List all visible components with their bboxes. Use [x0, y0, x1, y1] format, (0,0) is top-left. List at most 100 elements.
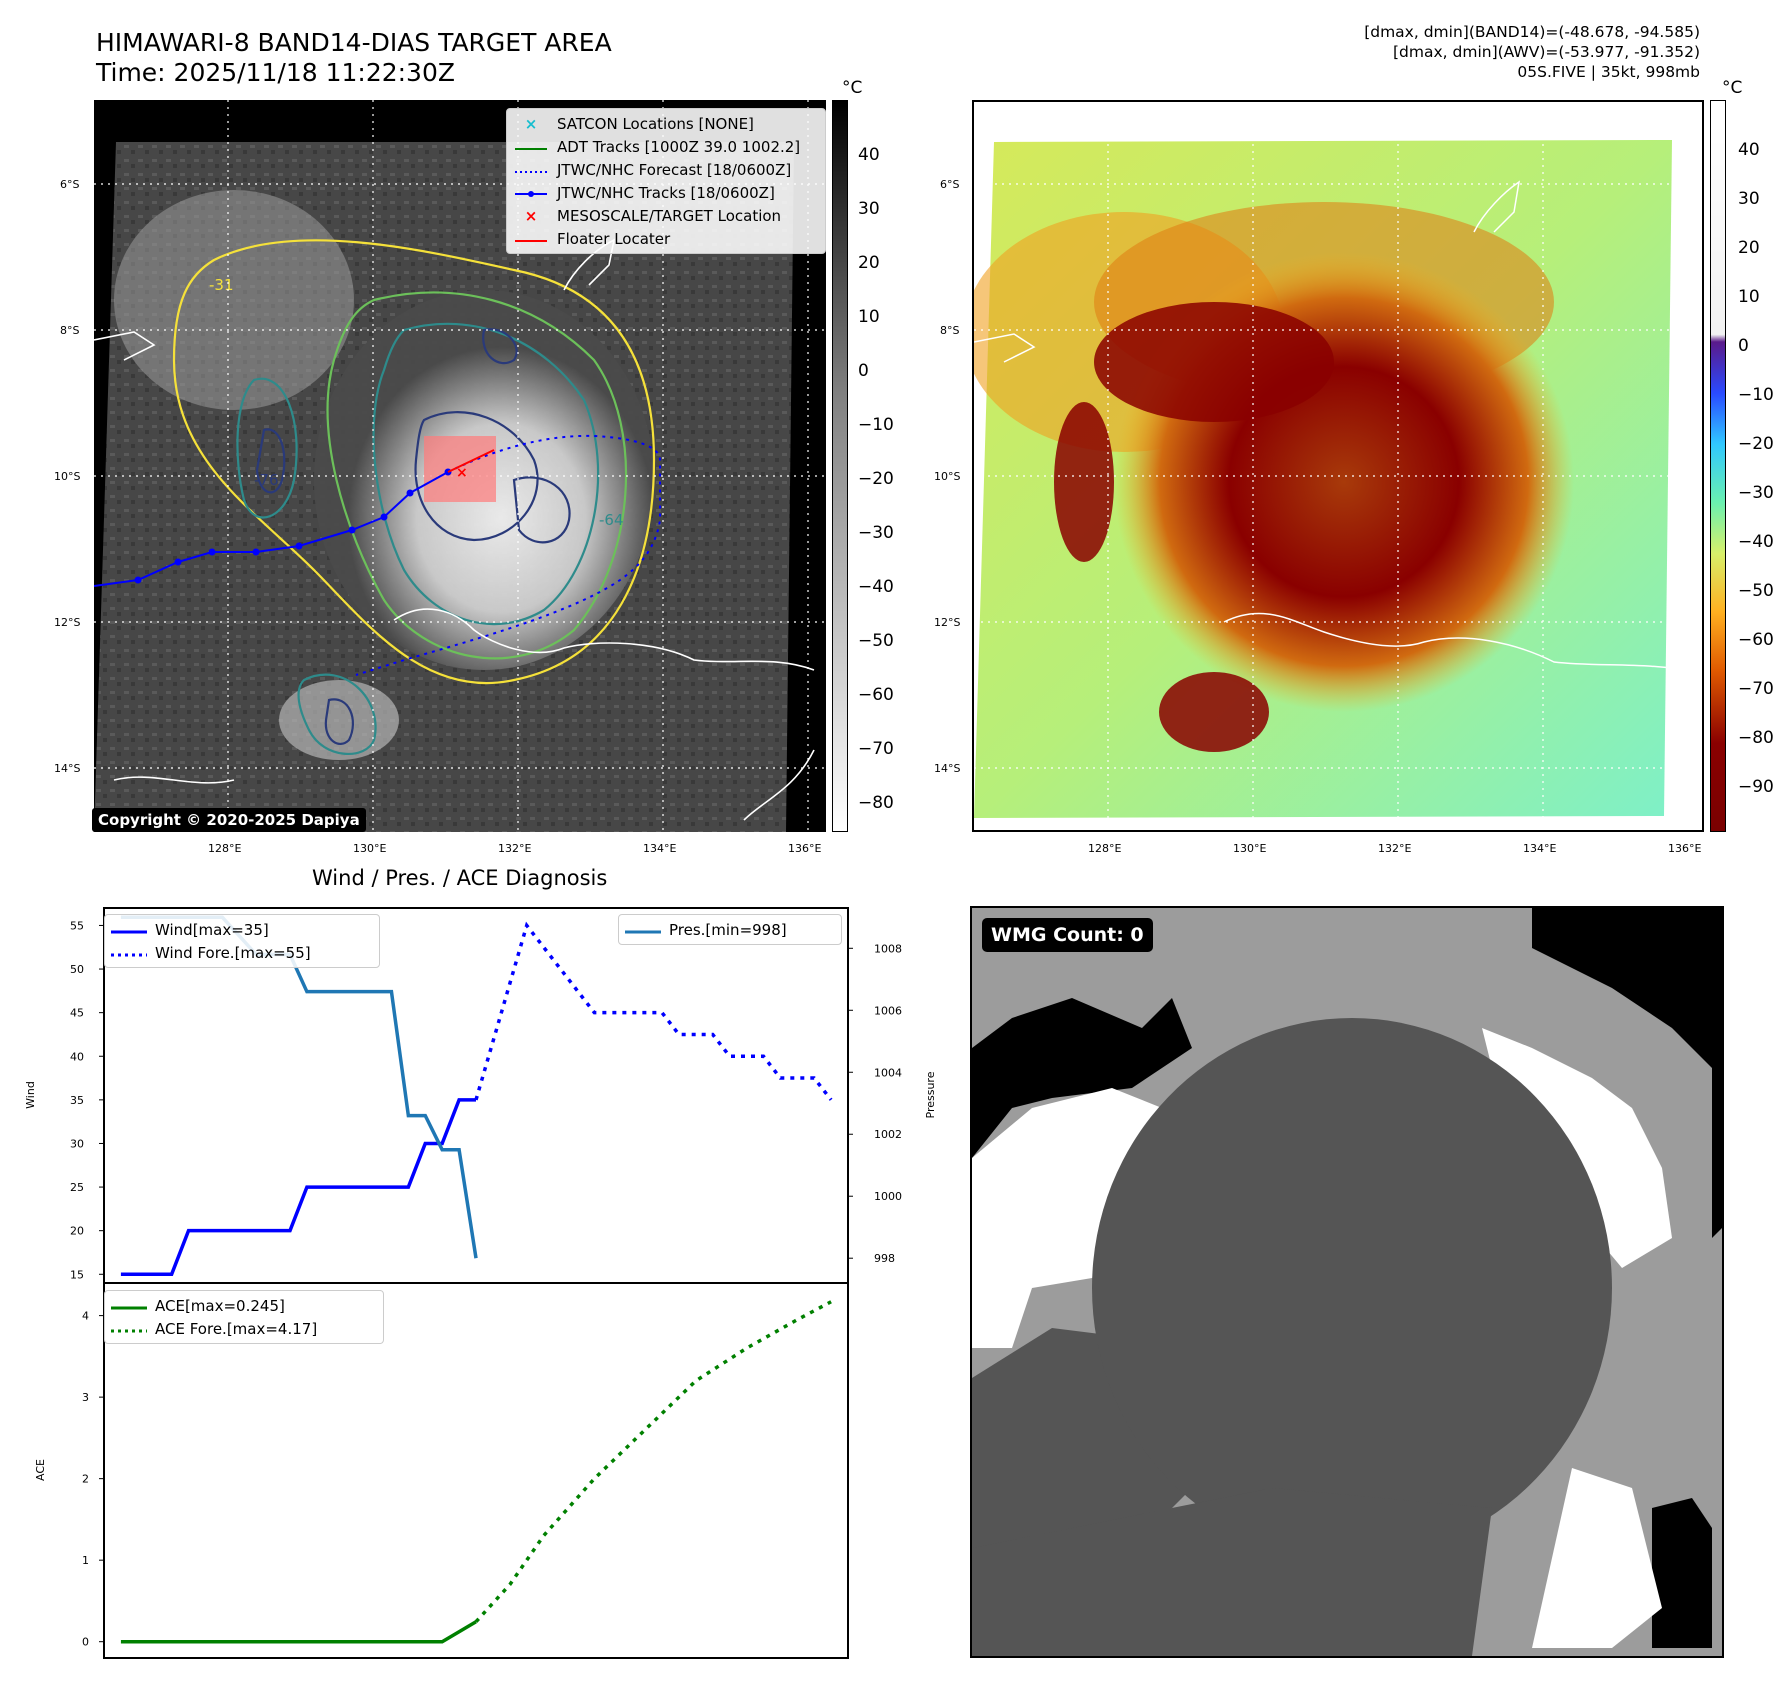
lon-label-134: 134°E	[643, 842, 677, 855]
target-marker: ×	[456, 465, 468, 481]
stats-line-2: [dmax, dmin](AWV)=(-53.977, -91.352)	[1393, 43, 1700, 61]
title-line-1: HIMAWARI-8 BAND14-DIAS TARGET AREA	[96, 28, 612, 57]
wind-legend: Wind[max=35] Wind Fore.[max=55]	[104, 914, 380, 968]
awv-gridlines	[974, 102, 1702, 830]
copyright-badge: Copyright © 2020-2025 Dapiya	[92, 808, 366, 832]
colorbar-awv-tick-label: −20	[1738, 434, 1774, 454]
ir-contours	[172, 239, 656, 755]
colorbar-gray	[832, 100, 848, 832]
wind-tick-label: 20	[70, 1225, 84, 1238]
pressure-tick-label: 998	[874, 1252, 895, 1265]
wind-tick-label: 50	[70, 963, 84, 976]
awv-lon-label-134: 134°E	[1523, 842, 1557, 855]
colorbar-gray-tick-label: 20	[858, 253, 880, 273]
legend-label: JTWC/NHC Tracks [18/0600Z]	[557, 183, 775, 202]
line-icon	[111, 1297, 147, 1315]
ace-legend: ACE[max=0.245] ACE Fore.[max=4.17]	[104, 1290, 384, 1344]
colorbar-awv-tick-label: −30	[1738, 483, 1774, 503]
legend-label: Wind[max=35]	[155, 920, 269, 939]
colorbar-awv-tick-label: −70	[1738, 679, 1774, 699]
legend-item-ace: ACE[max=0.245]	[111, 1294, 377, 1317]
wind-tick-label: 30	[70, 1137, 84, 1150]
colorbar-awv-tick-label: −40	[1738, 532, 1774, 552]
colorbar-awv-tick-label: 30	[1738, 189, 1760, 209]
colorbar-awv	[1710, 100, 1726, 832]
awv-map-canvas	[974, 102, 1702, 830]
awv-lat-label-10s: 10°S	[934, 470, 961, 483]
wind-series-line	[120, 1098, 476, 1277]
colorbar-awv-tick-label: 20	[1738, 238, 1760, 258]
lon-label-136: 136°E	[788, 842, 822, 855]
colorbar-gray-tick-label: 40	[858, 145, 880, 165]
colorbar-gray-tick-label: −10	[858, 415, 894, 435]
ir-cloud-west	[114, 190, 354, 410]
awv-lon-label-128: 128°E	[1088, 842, 1122, 855]
lon-label-130: 130°E	[353, 842, 387, 855]
jtwc-track-line	[94, 471, 449, 587]
pressure-tick-label: 1006	[874, 1004, 902, 1017]
wind-tick-label: 40	[70, 1050, 84, 1063]
colorbar-awv-tick-label: 10	[1738, 287, 1760, 307]
colorbar-awv-tick-label: −10	[1738, 385, 1774, 405]
pressure-tick-label: 1002	[874, 1128, 902, 1141]
pressure-tick-label: 1004	[874, 1066, 902, 1079]
legend-item-wind: Wind[max=35]	[111, 918, 373, 941]
awv-lon-label-130: 130°E	[1233, 842, 1267, 855]
stats-line-1: [dmax, dmin](BAND14)=(-48.678, -94.585)	[1364, 23, 1700, 41]
pressure-legend: Pres.[min=998]	[618, 914, 842, 945]
wind-axes-frame	[103, 907, 849, 1284]
jtwc-track-points	[134, 468, 452, 584]
wmg-black-se	[1652, 1498, 1712, 1648]
legend-item-tracks: JTWC/NHC Tracks [18/0600Z]	[513, 181, 819, 204]
awv-coastlines	[974, 180, 1695, 673]
wmg-dark-core	[1092, 1018, 1612, 1558]
floater-target-box	[424, 436, 496, 502]
wind-tick-label: 55	[70, 919, 84, 932]
wmg-canvas	[972, 908, 1722, 1656]
lon-label-132: 132°E	[498, 842, 532, 855]
legend-item-wind-fore: Wind Fore.[max=55]	[111, 941, 373, 964]
contour-label-cold: -76	[254, 471, 279, 489]
legend-label: ADT Tracks [1000Z 39.0 1002.2]	[557, 137, 801, 156]
dotted-line-icon	[111, 1320, 147, 1338]
line-icon	[625, 921, 661, 939]
floater-locater-line	[447, 449, 495, 473]
figure-title: HIMAWARI-8 BAND14-DIAS TARGET AREA Time:…	[96, 28, 612, 88]
wmg-white-ne	[1482, 1028, 1672, 1268]
lat-label-14s: 14°S	[54, 762, 81, 775]
line-icon	[513, 230, 549, 248]
legend-item-floater: Floater Locater	[513, 227, 819, 250]
awv-lat-label-6s: 6°S	[940, 178, 960, 191]
wind-ylabel: Wind	[24, 1081, 37, 1109]
legend-item-ace-fore: ACE Fore.[max=4.17]	[111, 1317, 377, 1340]
ace-ylabel: ACE	[34, 1459, 47, 1481]
line-dot-icon	[513, 184, 549, 202]
legend-label: SATCON Locations [NONE]	[557, 114, 754, 133]
awv-lat-label-12s: 12°S	[934, 616, 961, 629]
line-icon	[513, 138, 549, 156]
diag-title: Wind / Pres. / ACE Diagnosis	[312, 866, 608, 890]
lat-label-6s: 6°S	[60, 178, 80, 191]
wmg-white-se	[1532, 1468, 1662, 1648]
lat-label-8s: 8°S	[60, 324, 80, 337]
awv-lat-label-8s: 8°S	[940, 324, 960, 337]
wind-forecast-line	[474, 921, 833, 1101]
colorbar-gray-unit: °C	[842, 78, 863, 98]
awv-cold-band	[1094, 302, 1334, 422]
colorbar-gray-tick-label: −30	[858, 523, 894, 543]
colorbar-gray-tick-label: −80	[858, 793, 894, 813]
legend-label: ACE[max=0.245]	[155, 1296, 285, 1315]
lat-label-10s: 10°S	[54, 470, 81, 483]
pressure-ylabel: Pressure	[924, 1071, 937, 1118]
ace-series-line	[120, 1620, 477, 1644]
x-icon: ×	[524, 206, 538, 225]
legend-item-adt: ADT Tracks [1000Z 39.0 1002.2]	[513, 135, 819, 158]
colorbar-awv-tick-label: −60	[1738, 630, 1774, 650]
wmg-dark-s	[972, 1488, 1492, 1656]
colorbar-gray-tick-label: −40	[858, 577, 894, 597]
ace-axes-frame	[103, 1282, 849, 1659]
legend-item-pres: Pres.[min=998]	[625, 918, 835, 941]
awv-cold-south	[1159, 672, 1269, 752]
awv-map-panel	[972, 100, 1704, 832]
colorbar-gray-tick-label: 30	[858, 199, 880, 219]
